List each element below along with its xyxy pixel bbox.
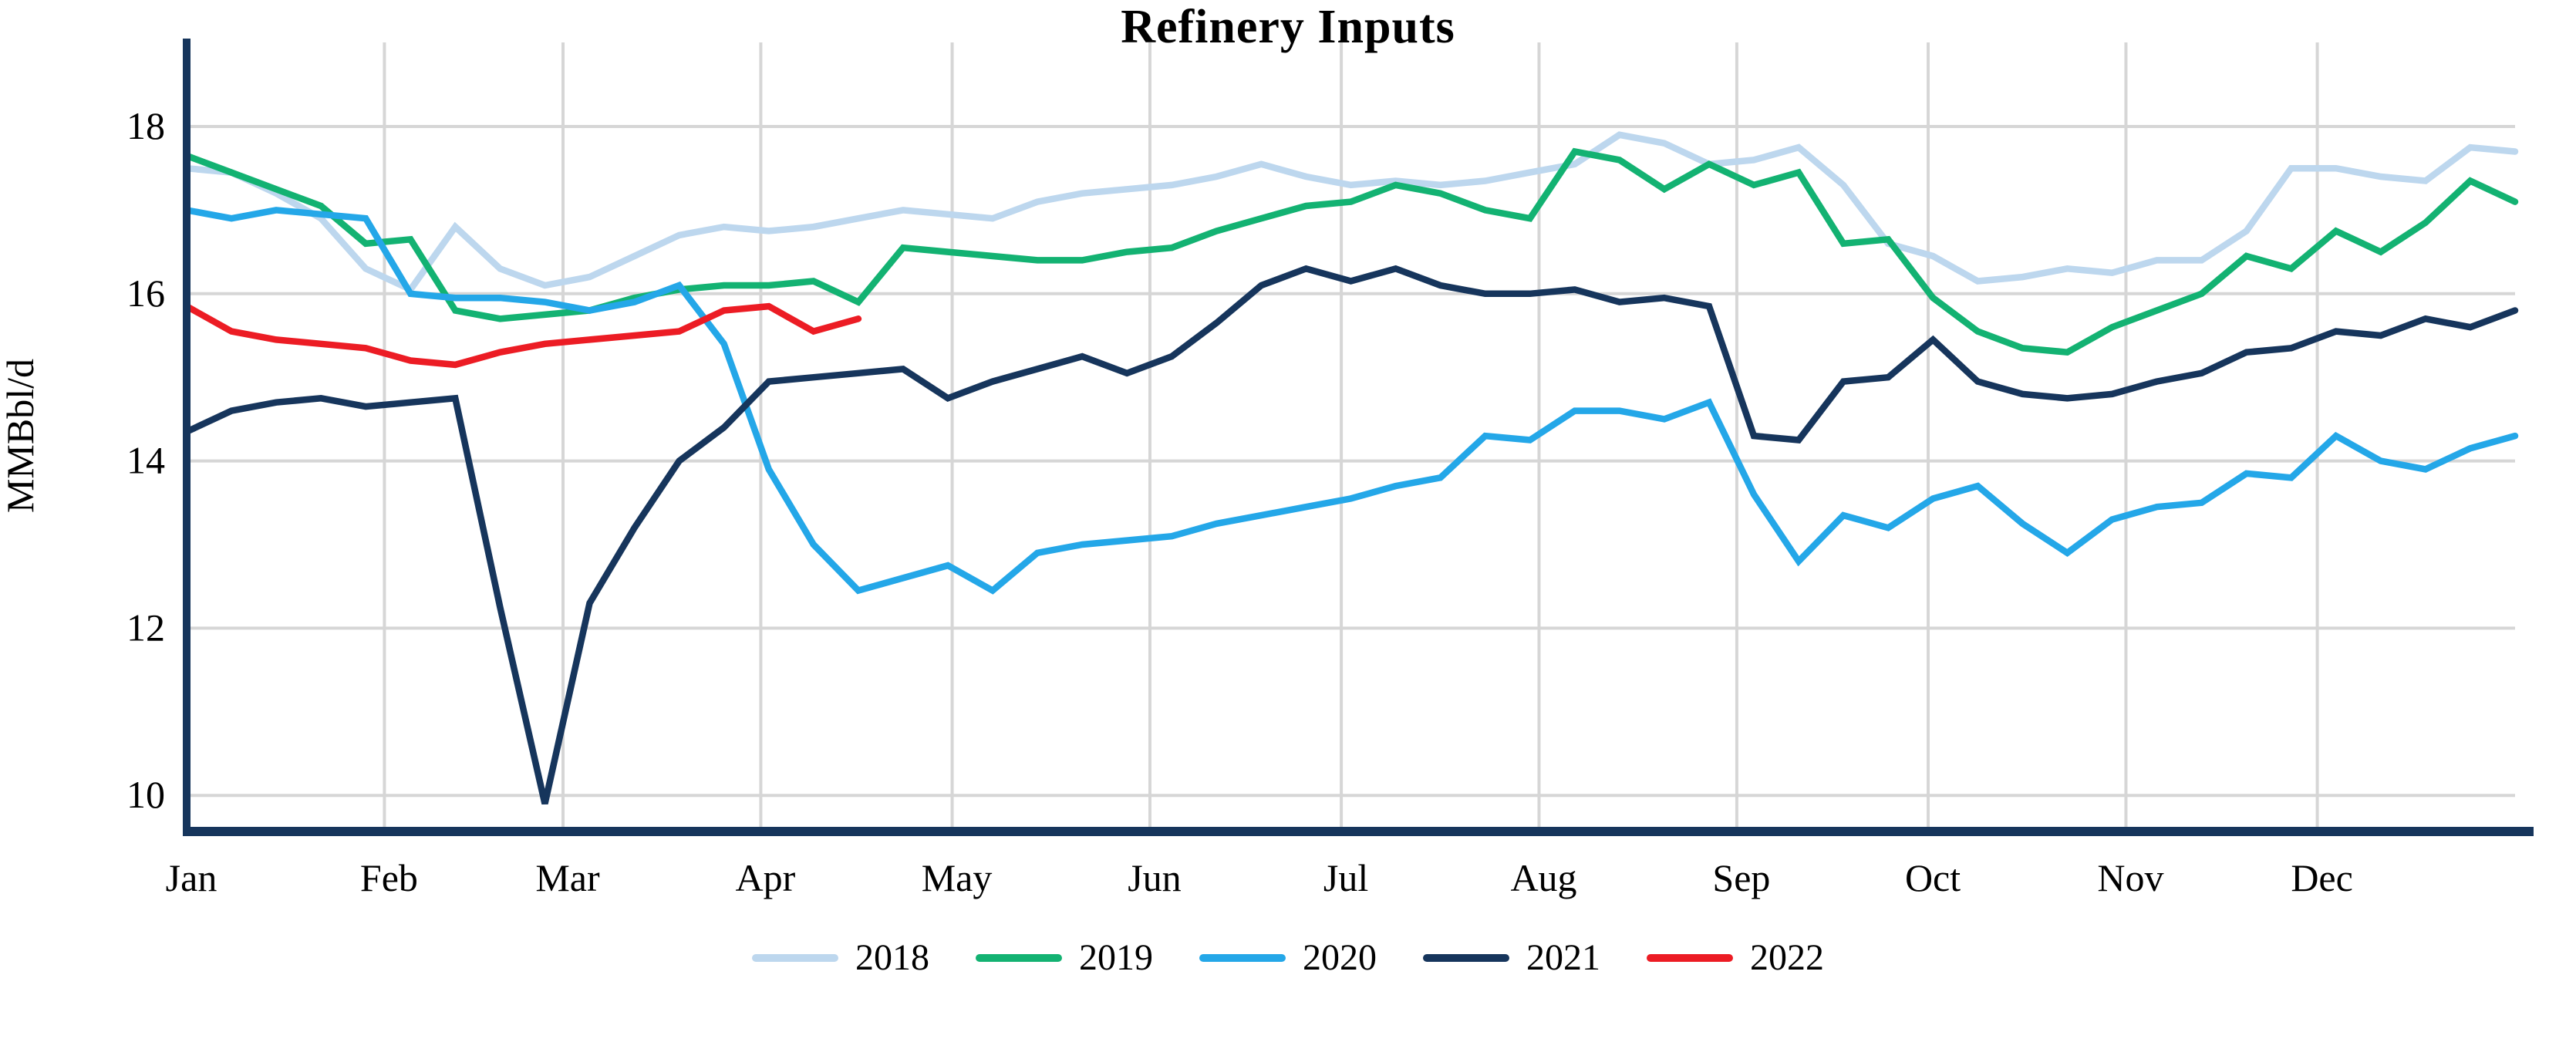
legend-label-2018: 2018 — [855, 937, 929, 978]
legend-swatch-2021 — [1423, 954, 1509, 962]
x-tick-label-Jan: Jan — [166, 856, 217, 899]
series-line-2021 — [183, 265, 2519, 804]
legend-item-2022: 2022 — [1647, 939, 1824, 976]
legend-swatch-2019 — [976, 954, 1062, 962]
legend-label-2022: 2022 — [1750, 937, 1824, 978]
series-line-2022 — [183, 302, 862, 369]
y-tick-label-14: 14 — [126, 439, 165, 482]
x-tick-label-Oct: Oct — [1905, 856, 1961, 899]
y-tick-label-10: 10 — [126, 773, 165, 816]
x-tick-label-Feb: Feb — [360, 856, 418, 899]
legend-label-2019: 2019 — [1079, 937, 1153, 978]
legend-swatch-2020 — [1199, 954, 1286, 962]
x-tick-label-Sep: Sep — [1712, 856, 1770, 899]
chart-title: Refinery Inputs — [1121, 1, 1455, 53]
legend-item-2018: 2018 — [752, 939, 929, 976]
legend-label-2020: 2020 — [1303, 937, 1377, 978]
series-line-2018 — [183, 131, 2519, 294]
legend-item-2021: 2021 — [1423, 939, 1600, 976]
x-tick-label-Jul: Jul — [1323, 856, 1368, 899]
series-line-2020 — [183, 207, 2519, 595]
y-tick-label-12: 12 — [126, 605, 165, 649]
legend-swatch-2022 — [1647, 954, 1733, 962]
chart-legend: 2018 2019 2020 2021 2022 — [0, 939, 2576, 976]
x-tick-label-Apr: Apr — [736, 856, 796, 899]
x-tick-label-Aug: Aug — [1510, 856, 1576, 899]
x-tick-label-Nov: Nov — [2097, 856, 2163, 899]
legend-label-2021: 2021 — [1526, 937, 1600, 978]
x-tick-label-Mar: Mar — [535, 856, 600, 899]
series-line-2019 — [183, 147, 2519, 356]
x-tick-label-Dec: Dec — [2291, 856, 2353, 899]
legend-item-2020: 2020 — [1199, 939, 1377, 976]
legend-swatch-2018 — [752, 954, 838, 962]
x-tick-label-May: May — [922, 856, 993, 899]
x-tick-label-Jun: Jun — [1128, 856, 1181, 899]
legend-item-2019: 2019 — [976, 939, 1153, 976]
y-tick-label-18: 18 — [126, 104, 165, 147]
y-tick-label-16: 16 — [126, 272, 165, 315]
